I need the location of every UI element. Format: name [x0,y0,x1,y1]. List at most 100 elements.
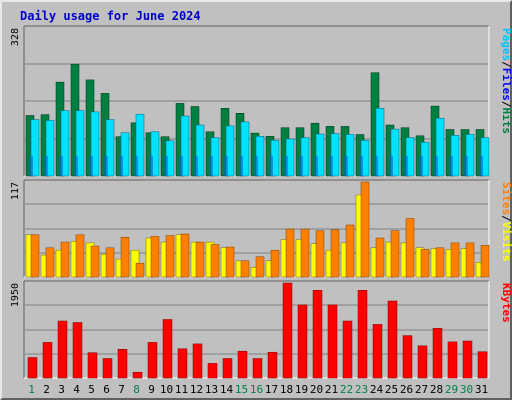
sites-bar [150,236,160,278]
kbytes-bar [102,358,113,379]
kbytes-bar [207,363,218,379]
x-tick-label: 23 [355,383,368,396]
sites-bar [360,181,370,278]
kbytes-bar [297,304,308,379]
pages-bar [194,156,198,176]
sites-bar [375,237,385,278]
legend-entry: KBytes [500,283,512,323]
pages-bar [44,156,48,176]
sites-bar [75,234,85,278]
files-bar [330,133,340,177]
side-legend: KBytes [500,283,512,323]
kbytes-bar [57,320,68,379]
sites-bar [60,241,70,278]
chart-panels: 328 Pages/Files/Hits 117 Sites/Visits 1950 KB… [10,25,512,379]
pages-bar [119,156,123,176]
pages-bar [74,156,78,176]
pages-bar [134,156,138,176]
x-tick-label: 24 [370,383,384,396]
x-tick-label: 3 [58,383,65,396]
kbytes-bar [342,320,353,379]
pages-bar [479,156,483,176]
sites-bar [135,262,145,278]
kbytes-bar [42,342,53,379]
files-bar [45,120,55,177]
pages-bar [449,156,453,176]
x-tick-label: 17 [265,383,278,396]
panel-visits-sites: 117 Sites/Visits [10,179,512,278]
files-bar [225,125,235,177]
files-bar [375,108,385,177]
pages-bar [314,156,318,176]
files-bar [435,117,445,177]
files-bar [30,119,40,177]
x-tick-label: 29 [445,383,458,396]
x-tick-label: 2 [43,383,50,396]
files-bar [60,110,70,177]
pages-bar [359,156,363,176]
kbytes-bar [477,351,488,379]
kbytes-bar [252,358,263,379]
x-tick-label: 31 [475,383,488,396]
files-bar [450,135,460,177]
kbytes-bar [27,357,38,379]
x-tick-label: 22 [340,383,353,396]
sites-bar [330,229,340,278]
pages-bar [419,156,423,176]
sites-bar [420,249,430,278]
sites-bar [45,247,55,278]
kbytes-bar [402,335,413,379]
legend-entry: / [500,61,512,68]
pages-bar [179,156,183,176]
kbytes-bar [132,371,143,379]
legend-entry: / [500,215,512,222]
kbytes-bar [237,350,248,379]
pages-bar [389,156,393,176]
files-bar [345,134,355,177]
sites-bar [120,236,130,278]
panel-hits-files-pages: 328 Pages/Files/Hits [10,25,512,177]
sites-bar [195,241,205,278]
pages-bar [344,156,348,176]
y-max-label: 328 [10,28,21,46]
sites-bar [315,230,325,278]
pages-bar [209,156,213,176]
x-tick-label: 13 [205,383,218,396]
y-max-label: 1950 [10,283,21,307]
legend-entry: Files [500,68,512,101]
x-tick-label: 28 [430,383,443,396]
sites-bar [165,235,175,278]
side-legend: Sites/Visits [500,182,512,262]
x-tick-label: 16 [250,383,263,396]
pages-bar [59,156,63,176]
sites-bar [465,242,475,278]
pages-bar [464,156,468,176]
pages-bar [329,156,333,176]
pages-bar [149,156,153,176]
files-bar [75,110,85,177]
files-bar [240,121,250,177]
kbytes-bar [192,343,203,379]
files-bar [195,124,205,177]
sites-bar [405,218,415,278]
sites-bar [30,234,40,278]
side-legend: Pages/Files/Hits [500,28,512,134]
sites-bar [180,233,190,278]
kbytes-bar [327,304,338,379]
pages-bar [239,156,243,176]
pages-bar [254,156,258,176]
kbytes-bar [72,322,83,379]
files-bar [315,133,325,177]
x-tick-label: 4 [73,383,80,396]
kbytes-bar [357,290,368,379]
x-tick-label: 19 [295,383,308,396]
sites-bar [240,260,250,278]
pages-bar [299,156,303,176]
pages-bar [89,156,93,176]
sites-bar [435,247,445,278]
x-tick-label: 12 [190,383,203,396]
kbytes-bar [117,349,128,379]
kbytes-bar [222,358,233,379]
y-max-label: 117 [10,182,21,200]
kbytes-bar [447,341,458,379]
